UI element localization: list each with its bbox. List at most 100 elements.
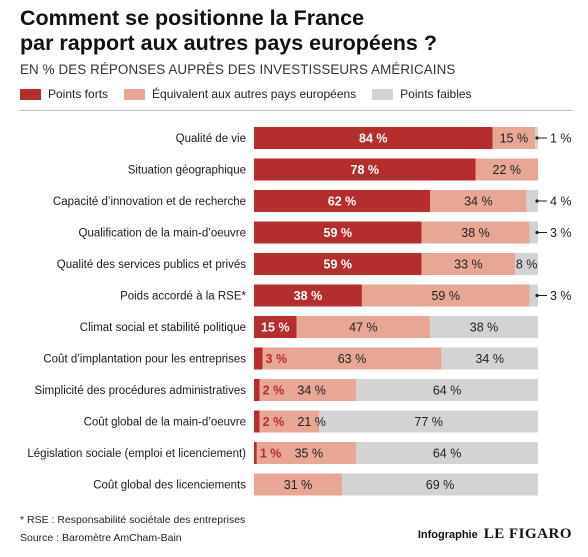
value-label-legislation-sociale-emploi-et-licenciement-1: 35 %	[295, 447, 324, 461]
bar-segment-capacite-d-innovation-et-de-recherche-2	[526, 190, 538, 212]
bar-segment-cout-d-implantation-pour-les-entreprises-1	[262, 347, 442, 370]
bar-segment-poids-accorde-a-la-rse-2	[529, 284, 538, 307]
value-label-qualite-des-services-publics-et-prives-0: 59 %	[324, 258, 353, 272]
chart-title: Comment se positionne la France par rapp…	[20, 6, 437, 55]
legend: Points forts Équivalent aux autres pays …	[20, 87, 488, 101]
category-label-climat-social-et-stabilite-politique: Climat social et stabilité politique	[80, 322, 246, 334]
value-label-cout-d-implantation-pour-les-entreprises-2: 34 %	[475, 352, 504, 366]
footnote-rse: * RSE : Responsabilité sociétale des ent…	[20, 514, 246, 526]
category-label-cout-global-des-licenciements: Coût global des licenciements	[93, 480, 246, 492]
le-figaro-logo: LE FIGARO	[483, 526, 572, 542]
value-label-situation-geographique-0: 78 %	[351, 163, 380, 177]
bar-segment-poids-accorde-a-la-rse-1	[361, 284, 530, 307]
bar-segment-climat-social-et-stabilite-politique-1	[296, 316, 431, 338]
bar-segment-qualite-des-services-publics-et-prives-2	[515, 253, 538, 275]
value-label-qualite-de-vie-1: 15 %	[500, 132, 529, 146]
bar-segment-capacite-d-innovation-et-de-recherche-0	[254, 190, 431, 212]
bar-segment-legislation-sociale-emploi-et-licenciement-2	[356, 442, 538, 464]
bar-segment-simplicite-des-procedures-administratives-2	[356, 379, 538, 401]
value-label-qualite-des-services-publics-et-prives-2: 8 %	[516, 258, 538, 272]
value-label-legislation-sociale-emploi-et-licenciement-2: 64 %	[433, 447, 462, 461]
category-label-situation-geographique: Situation géographique	[128, 165, 246, 177]
value-label-simplicite-des-procedures-administratives-0: 2 %	[263, 384, 285, 398]
bar-segment-qualification-de-la-main-d-oeuvre-2	[529, 221, 538, 244]
bar-segment-climat-social-et-stabilite-politique-2	[430, 316, 538, 338]
bar-segment-cout-global-de-la-main-d-oeuvre-0	[254, 410, 260, 433]
value-label-cout-global-de-la-main-d-oeuvre-1: 21 %	[297, 415, 326, 429]
bar-segment-situation-geographique-1	[475, 158, 538, 181]
credit-label: Infographie	[417, 529, 478, 541]
value-label-capacite-d-innovation-et-de-recherche-0: 62 %	[328, 195, 357, 209]
bar-segment-cout-d-implantation-pour-les-entreprises-2	[441, 347, 538, 370]
leader-dot-qualification-de-la-main-d-oeuvre	[535, 230, 539, 235]
category-label-poids-accorde-a-la-rse: Poids accordé à la RSE*	[120, 291, 246, 303]
legend-swatch-equivalent	[124, 88, 146, 100]
category-label-cout-d-implantation-pour-les-entreprises: Coût d’implantation pour les entreprises	[43, 354, 246, 366]
value-label-capacite-d-innovation-et-de-recherche-1: 34 %	[464, 195, 493, 209]
bar-segment-cout-d-implantation-pour-les-entreprises-0	[254, 347, 263, 370]
chart-subtitle: EN % DES RÉPONSES AUPRÈS DES INVESTISSEU…	[20, 62, 456, 77]
value-label-capacite-d-innovation-et-de-recherche-2: 4 %	[550, 195, 572, 209]
value-label-simplicite-des-procedures-administratives-1: 34 %	[297, 384, 326, 398]
bar-segment-poids-accorde-a-la-rse-0	[254, 284, 362, 307]
value-label-qualite-de-vie-0: 84 %	[359, 132, 388, 146]
leader-dot-capacite-d-innovation-et-de-recherche	[535, 199, 539, 203]
bar-segment-qualification-de-la-main-d-oeuvre-1	[421, 221, 530, 244]
bar-segment-simplicite-des-procedures-administratives-1	[259, 379, 357, 401]
category-label-simplicite-des-procedures-administratives: Simplicité des procédures administrative…	[34, 385, 246, 397]
leader-dot-poids-accorde-a-la-rse	[535, 293, 539, 298]
header-divider	[20, 110, 572, 111]
value-label-qualification-de-la-main-d-oeuvre-2: 3 %	[550, 226, 572, 240]
value-label-situation-geographique-1: 22 %	[493, 163, 522, 177]
bar-segment-qualite-de-vie-0	[254, 127, 493, 149]
legend-label-points-faibles: Points faibles	[400, 87, 472, 101]
legend-item-points-faibles: Points faibles	[372, 87, 472, 101]
bar-segment-climat-social-et-stabilite-politique-0	[254, 316, 297, 338]
bar-segment-legislation-sociale-emploi-et-licenciement-0	[254, 442, 257, 464]
category-label-qualification-de-la-main-d-oeuvre: Qualification de la main-d’oeuvre	[79, 228, 246, 240]
bar-segment-situation-geographique-0	[254, 158, 476, 181]
bar-segment-qualite-des-services-publics-et-prives-0	[254, 253, 422, 275]
value-label-cout-global-des-licenciements-2: 69 %	[426, 478, 455, 492]
category-label-legislation-sociale-emploi-et-licenciement: Législation sociale (emploi et licenciem…	[27, 448, 246, 460]
category-label-qualite-des-services-publics-et-prives: Qualité des services publics et privés	[57, 259, 246, 271]
value-label-qualification-de-la-main-d-oeuvre-0: 59 %	[324, 226, 353, 240]
bar-segment-cout-global-des-licenciements-2	[342, 473, 538, 496]
value-label-cout-global-de-la-main-d-oeuvre-0: 2 %	[263, 415, 285, 429]
value-label-poids-accorde-a-la-rse-1: 59 %	[431, 289, 460, 303]
legend-swatch-points-faibles	[372, 88, 394, 100]
value-label-cout-global-de-la-main-d-oeuvre-2: 77 %	[414, 415, 443, 429]
legend-item-points-forts: Points forts	[20, 87, 108, 101]
value-label-qualite-de-vie-2: 1 %	[550, 132, 572, 146]
leader-dot-qualite-de-vie	[535, 136, 539, 140]
bar-segment-cout-global-de-la-main-d-oeuvre-1	[259, 410, 320, 433]
bar-segment-legislation-sociale-emploi-et-licenciement-1	[256, 442, 357, 464]
legend-label-points-forts: Points forts	[48, 87, 109, 101]
value-label-qualite-des-services-publics-et-prives-1: 33 %	[454, 258, 483, 272]
value-label-climat-social-et-stabilite-politique-2: 38 %	[470, 321, 499, 335]
category-label-capacite-d-innovation-et-de-recherche: Capacité d’innovation et de recherche	[53, 196, 246, 208]
bar-segment-capacite-d-innovation-et-de-recherche-1	[430, 190, 527, 212]
value-label-legislation-sociale-emploi-et-licenciement-0: 1 %	[260, 447, 282, 461]
value-label-cout-d-implantation-pour-les-entreprises-1: 63 %	[338, 352, 367, 366]
credit: Infographie LE FIGARO	[418, 526, 572, 543]
bar-segment-qualite-de-vie-1	[492, 127, 536, 149]
category-label-cout-global-de-la-main-d-oeuvre: Coût global de la main-d’oeuvre	[84, 417, 246, 429]
footnote-source: Source : Baromètre AmCham-Bain	[20, 532, 182, 544]
bar-segment-simplicite-des-procedures-administratives-0	[254, 379, 260, 401]
value-label-poids-accorde-a-la-rse-0: 38 %	[294, 289, 323, 303]
value-label-poids-accorde-a-la-rse-2: 3 %	[550, 289, 572, 303]
value-label-cout-d-implantation-pour-les-entreprises-0: 3 %	[266, 352, 288, 366]
legend-label-equivalent: Équivalent aux autres pays européens	[152, 87, 357, 101]
bar-segment-qualite-des-services-publics-et-prives-1	[421, 253, 516, 275]
category-label-qualite-de-vie: Qualité de vie	[176, 133, 246, 145]
bar-segment-qualification-de-la-main-d-oeuvre-0	[254, 221, 422, 244]
value-label-climat-social-et-stabilite-politique-0: 15 %	[261, 321, 290, 335]
bar-segment-cout-global-des-licenciements-1	[254, 473, 343, 496]
value-label-simplicite-des-procedures-administratives-2: 64 %	[433, 384, 462, 398]
legend-swatch-points-forts	[20, 88, 41, 100]
value-label-qualification-de-la-main-d-oeuvre-1: 38 %	[461, 226, 490, 240]
bar-segment-cout-global-de-la-main-d-oeuvre-2	[319, 410, 538, 433]
legend-item-equivalent: Équivalent aux autres pays européens	[124, 87, 356, 101]
